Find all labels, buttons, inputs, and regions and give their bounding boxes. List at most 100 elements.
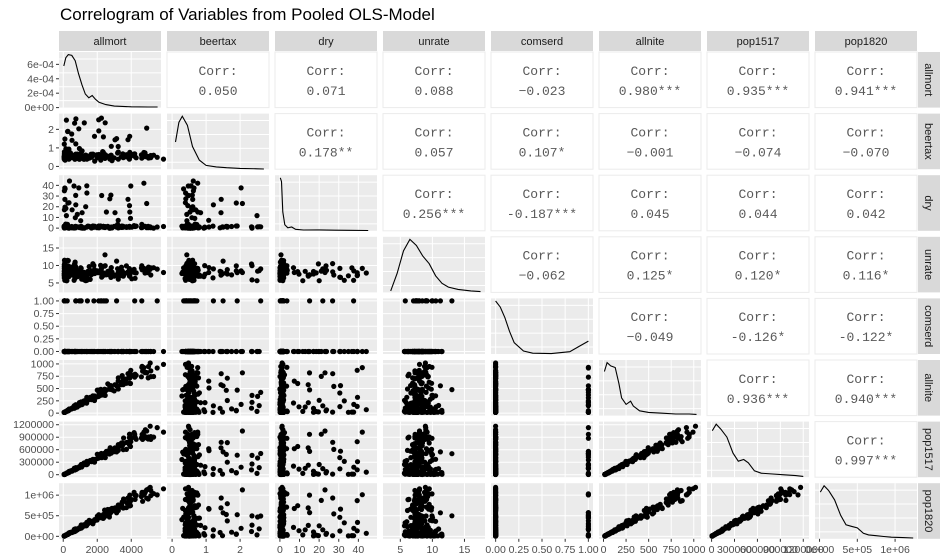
scatter-point [239,428,245,434]
scatter-point [341,277,347,283]
scatter-point [248,528,255,535]
scatter-point [140,368,146,374]
scatter-point [404,386,411,392]
scatter-point [437,298,443,304]
scatter-point [493,527,499,533]
scatter-point [310,533,317,539]
scatter-point [81,348,87,355]
corr-value: 0.178** [299,145,354,160]
scatter-point [61,141,67,147]
panel-unrate-allmort [59,236,167,293]
scatter-point [585,365,592,371]
scatter-point [692,423,699,429]
scatter-point [223,387,229,393]
scatter-point [127,209,133,215]
panel-unrate-unrate [383,236,485,293]
scatter-point [302,404,308,410]
scatter-point [65,128,71,135]
scatter-point [305,522,311,529]
scatter-point [73,348,79,355]
scatter-point [210,403,216,409]
scatter-point [154,266,160,272]
corr-value: −0.062 [519,269,566,284]
scatter-point [351,401,357,407]
corr-value: -0.122* [839,330,894,345]
scatter-point [229,406,235,412]
scatter-point [418,448,425,454]
scatter-point [433,456,439,462]
scatter-point [91,397,98,404]
scatter-point [218,196,224,202]
scatter-point [206,505,212,512]
corr-label: Corr: [738,125,777,140]
panel-allmort-unrate: Corr:0.088 [382,51,486,109]
panel-pop1517-dry [275,421,377,478]
scatter-point [493,522,499,528]
scatter-point [418,513,424,519]
corr-label: Corr: [738,372,777,387]
scatter-point [198,462,204,468]
scatter-point [76,185,82,191]
scatter-point [189,261,195,267]
panel-allnite-dry [275,360,377,416]
scatter-point [119,223,125,229]
scatter-point [132,298,138,304]
scatter-point [439,470,445,476]
scatter-point [219,533,226,539]
scatter-point [115,375,121,381]
scatter-point [188,495,194,501]
scatter-point [224,518,230,524]
scatter-point [119,348,125,355]
scatter-point [345,273,351,279]
scatter-point [432,409,438,415]
scatter-point [331,383,337,389]
scatter-point [302,465,308,471]
scatter-point [493,404,499,410]
scatter-point [428,530,434,537]
scatter-point [76,126,82,132]
scatter-point [91,133,98,139]
scatter-point [351,471,357,477]
scatter-point [195,267,201,273]
panel-allmort-pop1517: Corr:0.935*** [706,51,810,109]
scatter-point [64,156,70,162]
scatter-point [64,298,70,304]
scatter-point [290,400,297,406]
panel-background [707,421,809,478]
scatter-point [675,427,682,433]
scatter-point [337,455,343,461]
corr-panel-bg [274,51,378,109]
scatter-point [125,439,131,445]
scatter-point [206,378,212,384]
scatter-point [337,348,344,355]
scatter-point [61,409,67,415]
scatter-point [160,361,167,367]
panel-allnite-allnite [599,360,701,416]
scatter-point [337,466,343,472]
scatter-point [185,203,191,209]
scatter-point [114,298,120,304]
density-line [174,115,264,170]
scatter-point [112,210,118,216]
scatter-point [191,513,197,519]
scatter-point [585,527,592,533]
scatter-point [238,268,244,274]
scatter-point [61,188,67,194]
scatter-point [78,218,84,224]
scatter-point [354,439,360,445]
scatter-point [310,409,317,415]
scatter-point [437,383,443,389]
scatter-point [210,533,216,539]
scatter-point [234,512,240,518]
scatter-point [183,298,190,304]
scatter-point [449,451,455,457]
scatter-point [651,448,657,454]
scatter-point [436,526,442,532]
scatter-point [412,487,418,494]
scatter-point [129,348,135,355]
corr-label: Corr: [738,187,777,202]
scatter-point [359,429,365,435]
scatter-point [88,272,94,278]
scatter-point [188,183,194,189]
scatter-point [433,518,439,524]
